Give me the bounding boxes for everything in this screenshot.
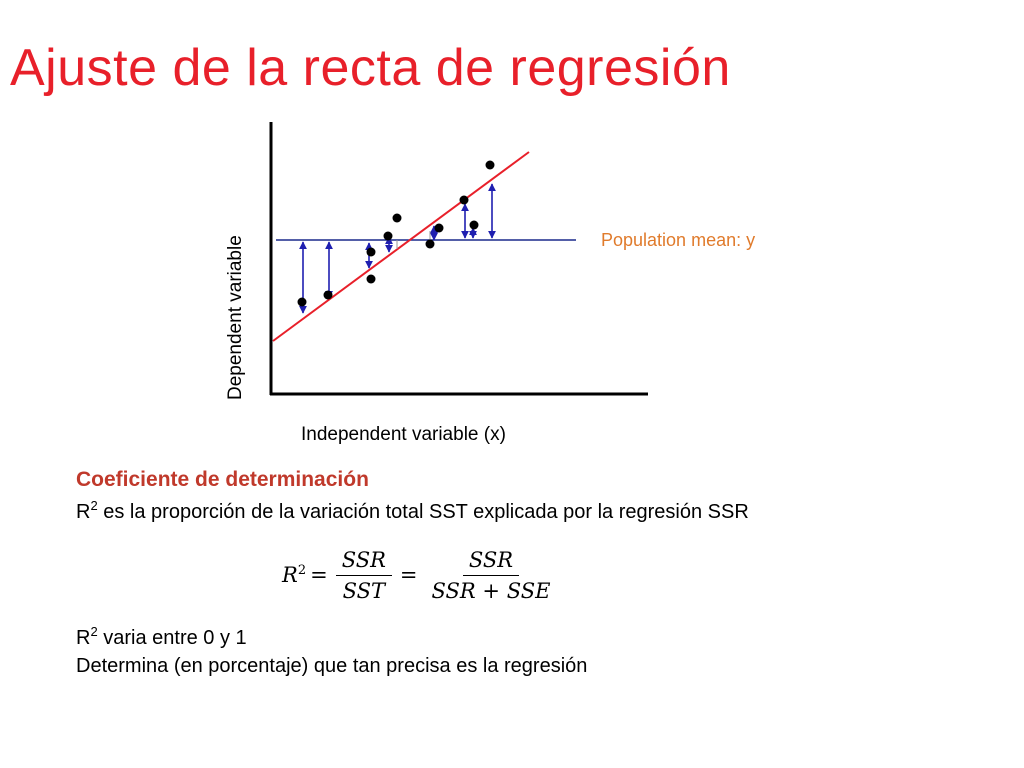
data-point	[425, 239, 435, 249]
formula-lhs: R2	[282, 563, 307, 587]
mean-label: Population mean: y	[601, 230, 755, 250]
fraction-numerator: SSR	[462, 548, 520, 576]
r-symbol: R	[76, 501, 91, 523]
data-point	[297, 297, 307, 307]
precision-line: Determina (en porcentaje) que tan precis…	[76, 655, 588, 677]
data-point	[459, 195, 469, 205]
data-point	[366, 274, 376, 284]
residual-ticks	[396, 231, 431, 249]
fraction-numerator: SSR	[335, 548, 392, 576]
r-superscript: 2	[90, 498, 98, 513]
x-axis-label: Independent variable (x)	[301, 424, 506, 445]
fraction-denominator: SST	[342, 578, 386, 603]
formula-equals: =	[399, 563, 418, 587]
slide-title: Ajuste de la recta de regresión	[10, 39, 731, 97]
range-text: varia entre 0 y 1	[97, 627, 247, 649]
subheading: Coeficiente de determinación	[76, 468, 369, 491]
deviation-arrows	[299, 183, 496, 314]
definition-line: R2 es la proporción de la variación tota…	[76, 498, 749, 525]
r-squared-formula: R2 = SSR SST = SSR SSR + SSE	[282, 540, 560, 610]
fraction-denominator: SSR + SSE	[431, 578, 551, 603]
data-point	[323, 290, 333, 300]
data-point	[434, 223, 444, 233]
data-points	[297, 160, 495, 307]
fraction-ssr-sst: SSR SST	[335, 548, 392, 603]
data-point	[469, 220, 479, 230]
data-point	[366, 247, 376, 257]
data-point	[485, 160, 495, 170]
fraction-ssr-ssr-sse: SSR SSR + SSE	[426, 548, 557, 603]
definition-text: es la proporción de la variación total S…	[97, 501, 749, 523]
data-point	[383, 231, 393, 241]
data-point	[392, 213, 402, 223]
range-line: R2 varia entre 0 y 1	[76, 624, 247, 651]
formula-equals: =	[310, 563, 328, 587]
r-superscript: 2	[90, 624, 98, 639]
y-axis-label: Dependent variable	[225, 235, 246, 400]
regression-line	[272, 151, 530, 342]
r-symbol: R	[76, 627, 91, 649]
